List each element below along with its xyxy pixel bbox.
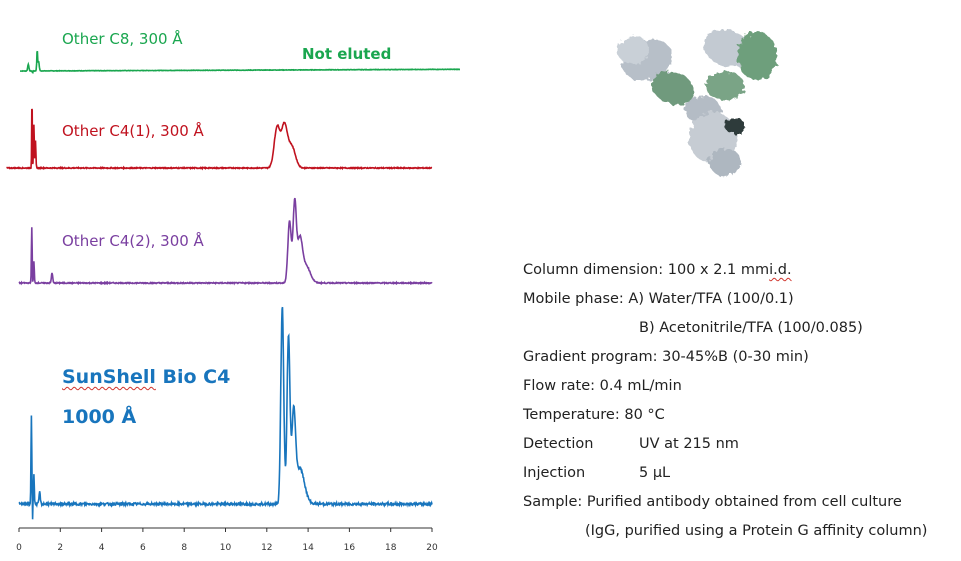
x-tick-label: 12 bbox=[261, 543, 272, 553]
sunshell-brand: SunShell bbox=[62, 366, 156, 388]
column-dimension: Column dimension: 100 x 2.1 mm i.d. bbox=[523, 262, 792, 278]
x-tick-label: 6 bbox=[140, 543, 146, 553]
sample: Sample: Purified antibody obtained from … bbox=[523, 494, 902, 510]
sunshell-product: Bio C4 bbox=[155, 366, 231, 388]
sample-detail: (IgG, purified using a Protein G affinit… bbox=[585, 523, 928, 539]
chromatogram-chart: 0 2 4 6 8 10 12 14 16 18 20 bbox=[6, 50, 460, 553]
temperature: Temperature: 80 °C bbox=[523, 407, 665, 423]
trace-label-c4-2: Other C4(2), 300 Å bbox=[62, 232, 204, 250]
x-tick-label: 20 bbox=[426, 543, 438, 553]
detection: Detection UV at 215 nm bbox=[523, 436, 739, 452]
flow-rate: Flow rate: 0.4 mL/min bbox=[523, 378, 682, 394]
trace-line-0 bbox=[20, 50, 460, 74]
x-tick-label: 2 bbox=[57, 543, 63, 553]
x-tick-label: 10 bbox=[220, 543, 232, 553]
gradient-program: Gradient program: 30-45%B (0-30 min) bbox=[523, 349, 809, 365]
mobile-phase-a: Mobile phase: A) Water/TFA (100/0.1) bbox=[523, 291, 794, 307]
mobile-phase-b: B) Acetonitrile/TFA (100/0.085) bbox=[639, 320, 863, 336]
trace-label-c4-1: Other C4(1), 300 Å bbox=[62, 122, 204, 140]
x-tick-label: 16 bbox=[344, 543, 356, 553]
x-tick-label: 18 bbox=[385, 543, 397, 553]
trace-group bbox=[6, 50, 460, 520]
trace-line-3 bbox=[18, 306, 433, 520]
x-tick-label: 14 bbox=[302, 543, 314, 553]
trace-label-sunshell: SunShell Bio C4 bbox=[62, 366, 230, 388]
not-eluted-annotation: Not eluted bbox=[302, 45, 392, 63]
trace-line-1 bbox=[6, 108, 433, 171]
trace-label-c8: Other C8, 300 Å bbox=[62, 30, 183, 48]
antibody-structure-image bbox=[617, 29, 777, 176]
trace-line-2 bbox=[18, 197, 433, 286]
injection: Injection 5 µL bbox=[523, 465, 671, 481]
x-tick-label: 8 bbox=[181, 543, 187, 553]
trace-label-sunshell-pore: 1000 Å bbox=[62, 406, 137, 428]
x-axis: 0 2 4 6 8 10 12 14 16 18 20 bbox=[16, 527, 438, 553]
x-tick-label: 4 bbox=[99, 543, 105, 553]
x-tick-label: 0 bbox=[16, 543, 22, 553]
